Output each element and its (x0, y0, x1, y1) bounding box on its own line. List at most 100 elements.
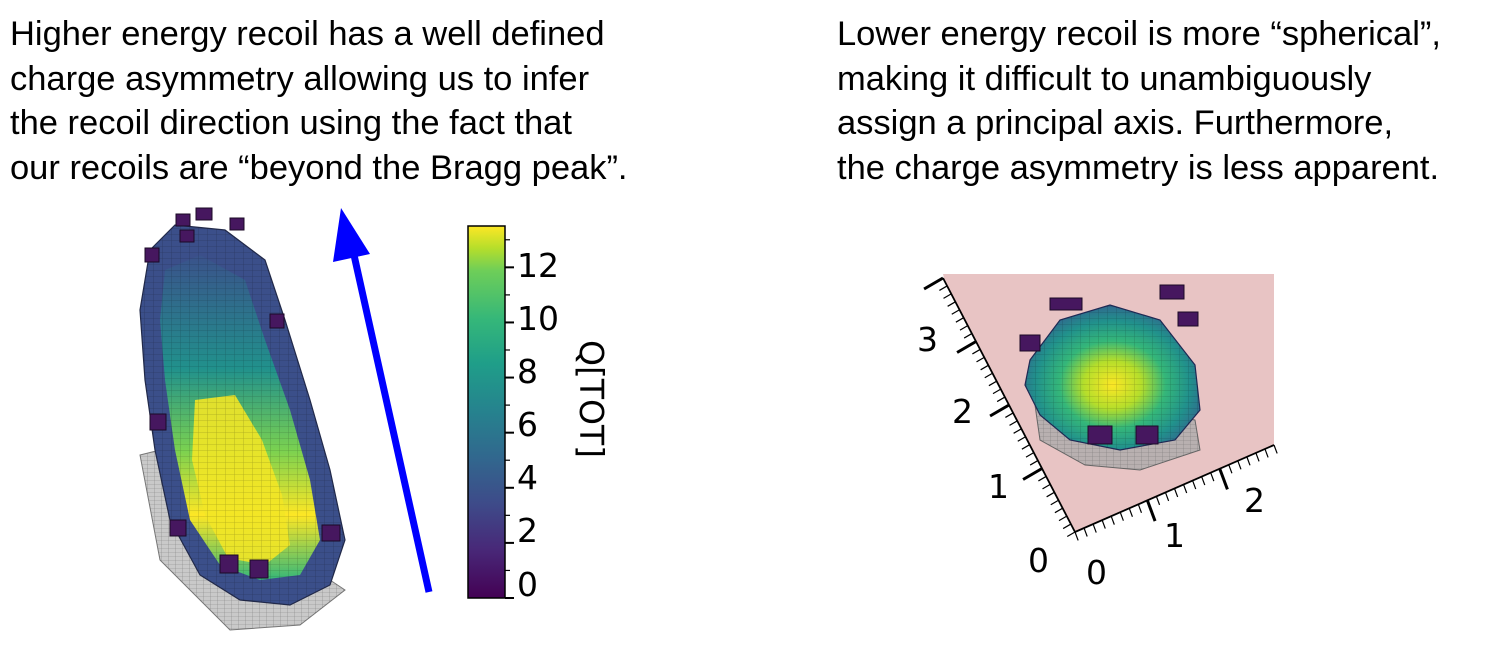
outlier-voxel (1135, 425, 1159, 445)
axis1-minor-tick (939, 285, 948, 291)
outlier-voxel (169, 519, 187, 537)
colorbar-tick-label: 8 (517, 352, 538, 391)
axis2-minor-tick (1255, 452, 1260, 462)
axis2-minor-tick (1273, 444, 1278, 454)
outlier-voxel (249, 559, 269, 579)
axis1-minor-tick (1050, 499, 1059, 506)
axis1-tick-label: 3 (917, 320, 938, 359)
colorbar-tick-label: 2 (517, 511, 538, 550)
axis1-minor-tick (972, 348, 981, 355)
left-caption-line: the recoil direction using the fact that (10, 104, 572, 142)
right-caption-line: assign a principal axis. Furthermore, (837, 104, 1394, 142)
right-caption-line: making it difficult to unambiguously (837, 59, 1372, 98)
axis2-minor-tick (1246, 456, 1251, 466)
axis2-minor-tick (1173, 488, 1179, 498)
left-caption-line: Higher energy recoil has a well defined (10, 15, 605, 53)
axis2-major-tick (1145, 499, 1157, 522)
axis1-major-tick (956, 340, 977, 354)
axis2-minor-tick (1164, 492, 1170, 502)
axis1-minor-tick (1062, 523, 1072, 530)
axis1-minor-tick (992, 388, 1002, 395)
axis2-minor-tick (1264, 448, 1269, 458)
axis1-minor-tick (947, 301, 956, 307)
axis2-tick-label: 2 (1244, 481, 1265, 520)
outlier-voxel (1087, 425, 1113, 445)
axis1-minor-tick (996, 396, 1006, 403)
colorbar-gradient (467, 225, 506, 599)
axis2-minor-tick (1083, 527, 1088, 537)
axis1-minor-tick (1005, 412, 1014, 418)
axis2-minor-tick (1201, 476, 1206, 486)
colorbar-label: Q[TOT] (572, 340, 611, 458)
axis1-tick-label: 0 (1028, 541, 1049, 580)
axis2-minor-tick (1119, 512, 1124, 521)
axis1-minor-tick (1021, 444, 1030, 450)
axis1-minor-tick (984, 372, 993, 379)
axis1-tick-label: 2 (952, 392, 973, 431)
axis1-minor-tick (951, 309, 960, 315)
axis1-minor-tick (1038, 475, 1047, 482)
axis1-minor-tick (955, 317, 964, 323)
axis1-major-tick (923, 276, 944, 291)
axis1-minor-tick (1025, 452, 1035, 458)
colorbar-ticks (505, 239, 514, 599)
axis1-minor-tick (1013, 428, 1022, 434)
axis2-minor-tick (1137, 504, 1143, 513)
axis2-minor-tick (1210, 472, 1215, 482)
left-caption-line: our recoils are “beyond the Bragg peak”. (10, 148, 628, 187)
low-energy-recoil-plot: 0 1 2 3 0 1 2 (917, 274, 1278, 592)
axis1-minor-tick (959, 325, 969, 331)
axis1-minor-tick (1009, 420, 1018, 426)
outlier-voxel (144, 247, 160, 263)
recoil-direction-arrow (333, 208, 433, 593)
axis1-minor-tick (1042, 483, 1051, 490)
colorbar: 12 10 8 6 4 2 0 Q[TOT] (467, 225, 611, 604)
arrow-head (333, 208, 370, 262)
axis2-minor-tick (1192, 480, 1197, 490)
colorbar-tick-label: 12 (517, 246, 559, 285)
outlier-voxel (149, 413, 167, 431)
axis2-minor-tick (1074, 531, 1079, 541)
axis1-minor-tick (1046, 491, 1055, 498)
axis1-minor-tick (1029, 460, 1039, 466)
axis1-major-tick (989, 403, 1010, 418)
axis-ticks (923, 276, 1278, 541)
axis1-minor-tick (1017, 436, 1026, 442)
axis2-minor-tick (1110, 515, 1115, 525)
axis2-minor-tick (1101, 519, 1106, 529)
right-caption-line: the charge asymmetry is less apparent. (837, 148, 1440, 187)
colorbar-tick-label: 10 (517, 299, 559, 338)
outlier-voxel (1049, 297, 1083, 311)
outlier-voxel (1159, 284, 1185, 300)
high-energy-recoil-track (139, 207, 346, 631)
axis2-minor-tick (1228, 464, 1233, 474)
right-caption-line: Lower energy recoil is more “spherical”, (837, 15, 1441, 53)
left-caption-line: charge asymmetry allowing us to infer (10, 59, 590, 98)
outlier-voxel (195, 207, 213, 221)
outlier-voxel (175, 213, 191, 227)
axis2-minor-tick (1092, 523, 1097, 533)
colorbar-tick-label: 4 (517, 458, 538, 497)
outlier-voxel (229, 217, 245, 231)
axis1-major-tick (1022, 467, 1043, 481)
axis1-minor-tick (988, 380, 997, 387)
axis2-minor-tick (1128, 508, 1133, 517)
colorbar-tick-label: 6 (517, 405, 538, 444)
right-caption: Lower energy recoil is more “spherical”,… (837, 12, 1441, 190)
outlier-voxel (269, 313, 285, 329)
axis2-minor-tick (1182, 484, 1188, 494)
colorbar-tick-label: 0 (517, 565, 538, 604)
outlier-voxel (219, 554, 239, 574)
axis1-minor-tick (963, 333, 973, 339)
axis2-tick-label: 1 (1164, 516, 1185, 555)
axis1-minor-tick (980, 364, 989, 371)
axis2-major-tick (1218, 468, 1229, 490)
axis1-tick-label: 1 (988, 467, 1009, 506)
outlier-voxel (1177, 311, 1199, 327)
arrow-shaft (348, 245, 433, 593)
axis1-minor-tick (943, 293, 952, 299)
axis2-tick-label: 0 (1086, 553, 1107, 592)
left-caption: Higher energy recoil has a well defined … (10, 12, 628, 190)
axis1-minor-tick (976, 356, 985, 363)
